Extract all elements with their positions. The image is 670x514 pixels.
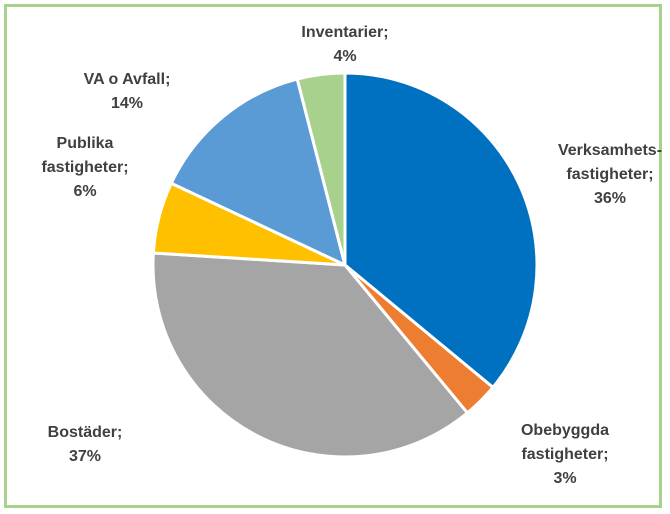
- pie-slice: [343, 71, 539, 390]
- slice-label: Verksamhets-fastigheter; 36%: [555, 139, 665, 211]
- label-text: Publika fastigheter: [41, 135, 124, 176]
- label-text: Obebyggda fastigheter: [520, 422, 609, 463]
- label-text: 6%: [73, 183, 97, 200]
- slice-label: Bostäder; 37%: [25, 421, 145, 469]
- slice-label: VA o Avfall; 14%: [62, 68, 192, 116]
- label-text: 14%: [110, 95, 144, 112]
- label-text: ;: [603, 446, 609, 463]
- pie-slice: [169, 77, 348, 268]
- label-text: 3%: [553, 470, 577, 487]
- pie-slice: [295, 71, 347, 266]
- slice-label: Obebyggda fastigheter; 3%: [510, 419, 620, 491]
- label-text: ;: [383, 24, 389, 41]
- label-text: 37%: [68, 448, 102, 465]
- pie-slice: [151, 251, 470, 459]
- label-text: 36%: [593, 190, 627, 207]
- label-text: ;: [165, 71, 171, 88]
- label-text: Verksamhets-fastigheter: [557, 142, 663, 183]
- label-text: 4%: [333, 48, 357, 65]
- chart-border: [4, 4, 662, 508]
- label-text: Inventarier: [301, 24, 384, 41]
- label-text: VA o Avfall: [83, 71, 166, 88]
- label-text: Bostäder: [47, 424, 118, 441]
- label-text: ;: [648, 166, 654, 183]
- slice-label: Publika fastigheter; 6%: [25, 132, 145, 204]
- label-text: ;: [123, 159, 129, 176]
- label-text: ;: [117, 424, 123, 441]
- slice-label: Inventarier; 4%: [280, 21, 410, 69]
